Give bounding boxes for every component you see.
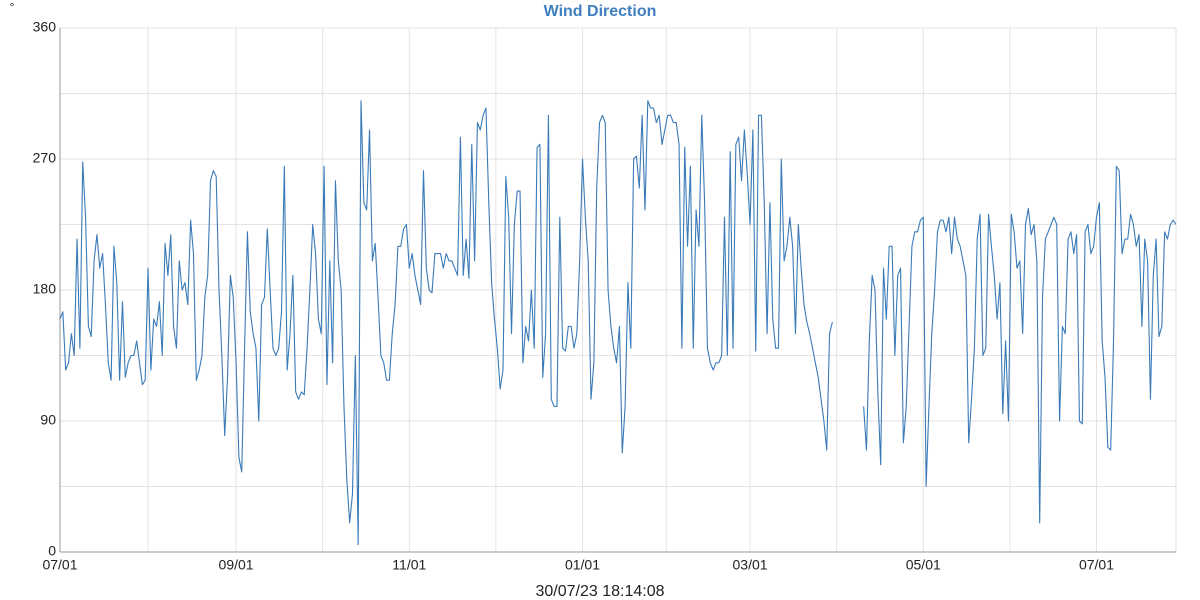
x-tick-label: 09/01 xyxy=(219,557,254,573)
y-tick-label: 0 xyxy=(48,543,56,559)
y-tick-label: 270 xyxy=(33,150,57,166)
y-tick-label: 180 xyxy=(33,281,57,297)
x-tick-label: 05/01 xyxy=(906,557,941,573)
chart-title: Wind Direction xyxy=(544,3,657,20)
timestamp: 30/07/23 18:14:08 xyxy=(535,583,664,600)
x-tick-label: 03/01 xyxy=(733,557,768,573)
y-tick-label: 90 xyxy=(40,412,56,428)
x-tick-label: 11/01 xyxy=(392,557,426,573)
x-tick-label: 07/01 xyxy=(1079,557,1114,573)
x-tick-label: 01/01 xyxy=(565,557,600,573)
y-tick-label: 360 xyxy=(33,19,57,35)
x-tick-label: 07/01 xyxy=(42,557,77,573)
y-axis-label: ° xyxy=(10,0,15,14)
data-line xyxy=(59,100,1177,546)
